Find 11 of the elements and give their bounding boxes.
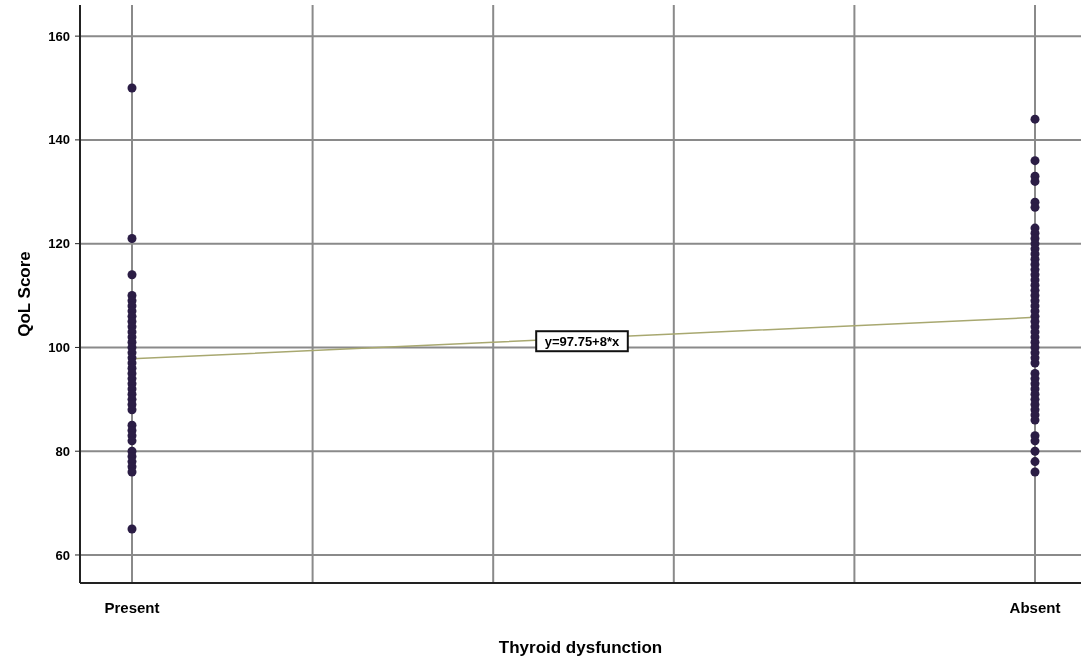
y-tick-label: 160 bbox=[48, 28, 70, 44]
y-tick-label: 120 bbox=[48, 236, 70, 252]
y-axis-title: QoL Score bbox=[15, 251, 34, 337]
y-tick-label: 100 bbox=[48, 339, 70, 355]
x-tick-label: Present bbox=[104, 599, 160, 616]
y-tick-label: 60 bbox=[55, 547, 70, 563]
y-tick-label: 140 bbox=[48, 132, 70, 148]
y-tick-label: 80 bbox=[55, 443, 70, 459]
x-tick-label: Absent bbox=[1009, 599, 1061, 616]
annotation: y=97.75+8*x bbox=[544, 333, 620, 349]
x-axis-title: Thyroid dysfunction bbox=[498, 638, 663, 657]
